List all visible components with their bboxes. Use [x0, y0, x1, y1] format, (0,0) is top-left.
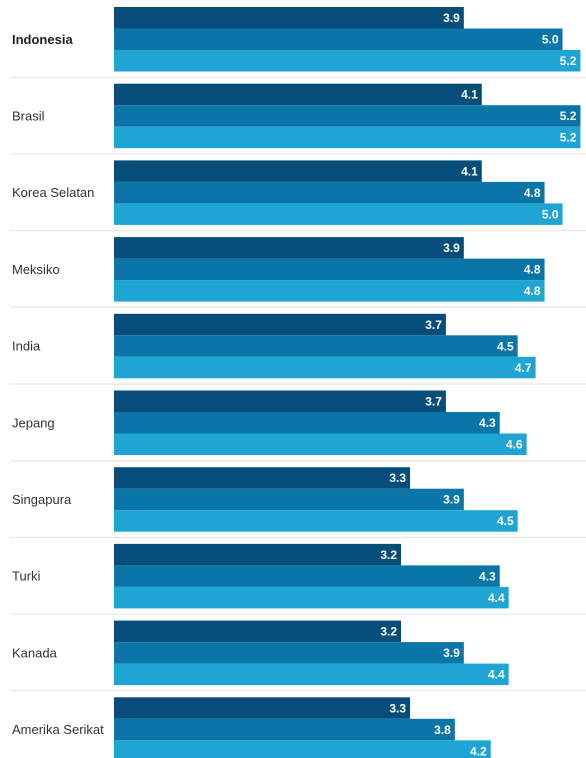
data-label: 4.4	[488, 668, 505, 682]
data-label: 3.3	[389, 471, 406, 485]
data-label: 4.5	[497, 339, 514, 353]
bar	[114, 718, 455, 741]
bar	[114, 313, 446, 336]
data-label: 3.9	[443, 493, 460, 507]
category-label: Kanada	[12, 645, 58, 660]
category-group: Indonesia 3.9 5.05.2	[12, 7, 581, 72]
data-label: 3.3	[389, 701, 406, 715]
bar	[114, 467, 411, 489]
bar	[114, 237, 464, 259]
data-label: 5.2	[560, 131, 577, 145]
category-label: Indonesia	[12, 32, 73, 47]
bar	[114, 390, 446, 412]
category-label: Turki	[12, 569, 41, 584]
bar	[114, 488, 464, 511]
data-label: 4.8	[524, 284, 541, 298]
category-label: Korea Selatan	[12, 185, 94, 200]
category-label: Singapura	[12, 492, 72, 507]
bar	[114, 83, 482, 106]
data-label: 4.1	[461, 88, 478, 102]
bar	[114, 105, 581, 127]
bar	[114, 160, 482, 182]
bar	[114, 50, 581, 72]
data-label: 3.9	[443, 646, 460, 660]
bar	[114, 412, 500, 434]
data-label: 5.0	[542, 207, 559, 221]
data-label: 5.2	[560, 109, 577, 123]
bar	[114, 7, 464, 29]
bar	[114, 335, 518, 357]
category-label: Amerika Serikat	[12, 722, 104, 737]
bar	[114, 28, 563, 50]
data-label: 3.2	[380, 548, 397, 562]
bar	[114, 510, 518, 532]
category-label: Jepang	[12, 415, 55, 430]
bar	[114, 663, 509, 686]
data-label: 4.3	[479, 569, 496, 583]
data-label: 5.2	[560, 54, 577, 68]
bar	[114, 203, 563, 225]
category-group: Meksiko 3.9 4.8 4.8	[10, 230, 586, 302]
category-group: Amerika Serikat 3.3 3.8 4.2	[10, 690, 586, 758]
data-label: 3.7	[425, 394, 442, 408]
bar	[114, 356, 536, 379]
category-group: Korea Selatan 4.1 4.85.0	[10, 153, 586, 225]
category-group: Jepang 3.7 4.3 4.6	[10, 383, 586, 455]
data-label: 4.2	[470, 744, 487, 758]
data-label: 4.4	[488, 591, 505, 605]
bar	[114, 181, 545, 204]
data-label: 4.8	[524, 186, 541, 200]
category-group: Brasil 4.1 5.2 5.2	[10, 76, 586, 149]
bar	[114, 126, 581, 149]
data-label: 3.2	[380, 625, 397, 639]
data-label: 3.9	[443, 241, 460, 255]
data-label: 4.1	[461, 164, 478, 178]
data-label: 4.3	[479, 416, 496, 430]
bar	[114, 565, 500, 587]
data-label: 4.6	[506, 437, 523, 451]
bar	[114, 258, 545, 281]
data-label: 4.7	[515, 361, 532, 375]
category-group: Singapura 3.3 3.9 4.5	[10, 460, 586, 532]
category-group: Turki 3.2 4.3 4.4	[10, 536, 586, 609]
category-label: India	[12, 339, 41, 354]
category-group: Kanada 3.2 3.9 4.4	[10, 613, 586, 686]
data-label: 4.5	[497, 514, 514, 528]
category-label: Brasil	[12, 108, 45, 123]
bar	[114, 280, 545, 302]
data-label: 4.8	[524, 263, 541, 277]
bar	[114, 740, 491, 758]
data-label: 3.9	[443, 11, 460, 25]
bar	[114, 543, 402, 566]
bar	[114, 642, 464, 664]
data-label: 3.7	[425, 318, 442, 332]
bar	[114, 620, 402, 643]
bar	[114, 433, 527, 455]
category-label: Meksiko	[12, 262, 60, 277]
data-label: 3.8	[434, 723, 451, 737]
category-group: India 3.7 4.54.7	[10, 306, 586, 379]
bar	[114, 586, 509, 609]
data-label: 5.0	[542, 32, 559, 46]
bar	[114, 697, 411, 719]
